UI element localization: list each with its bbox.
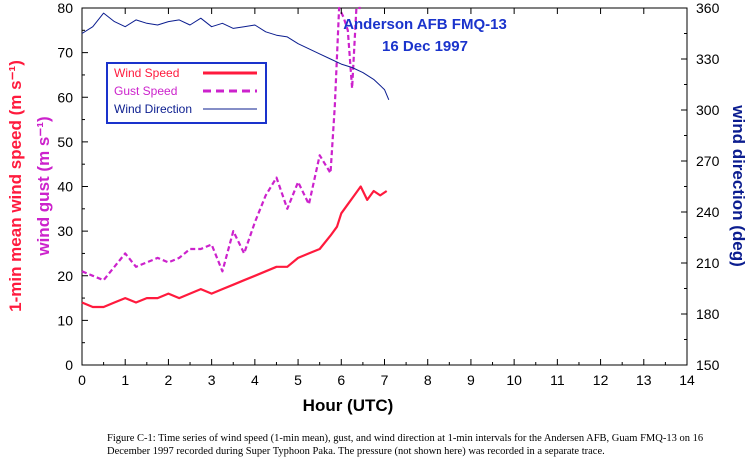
figure-caption: Figure C-1: Time series of wind speed (1… xyxy=(107,433,704,457)
x-tick-label: 4 xyxy=(251,372,259,388)
chart-subtitle: 16 Dec 1997 xyxy=(382,38,468,55)
y-left-tick-label: 20 xyxy=(57,268,73,284)
y-left-tick-label: 40 xyxy=(57,179,73,195)
x-tick-label: 3 xyxy=(208,372,216,388)
y-left-tick-label: 80 xyxy=(57,0,73,16)
x-tick-label: 13 xyxy=(636,372,652,388)
x-tick-label: 0 xyxy=(78,372,86,388)
x-tick-label: 8 xyxy=(424,372,432,388)
y-right-tick-label: 360 xyxy=(696,0,720,16)
y-right-tick-label: 210 xyxy=(696,255,720,271)
y-axis-title-right: wind direction (deg) xyxy=(729,104,748,267)
series-line-wind-speed xyxy=(81,185,388,309)
y-right-tick-label: 300 xyxy=(696,102,720,118)
x-tick-label: 2 xyxy=(165,372,173,388)
plot-frame xyxy=(81,7,688,366)
x-tick-label: 7 xyxy=(381,372,389,388)
y-left-tick-label: 50 xyxy=(57,134,73,150)
y-right-tick-label: 240 xyxy=(696,204,720,220)
y-left-tick-label: 60 xyxy=(57,89,73,105)
y-axis-title-primary: 1-min mean wind speed (m s⁻¹) xyxy=(6,60,25,312)
legend-label-wind-direction: Wind Direction xyxy=(114,102,192,116)
y-left-tick-label: 10 xyxy=(57,312,73,328)
x-tick-label: 14 xyxy=(679,372,695,388)
legend-label-gust-speed: Gust Speed xyxy=(114,84,177,98)
series-line-gust-speed xyxy=(81,6,361,282)
x-tick-label: 6 xyxy=(337,372,345,388)
x-tick-label: 12 xyxy=(593,372,609,388)
legend-label-wind-speed: Wind Speed xyxy=(114,66,179,80)
x-tick-label: 5 xyxy=(294,372,302,388)
y-right-tick-label: 330 xyxy=(696,51,720,67)
x-tick-label: 1 xyxy=(121,372,129,388)
y-right-tick-label: 270 xyxy=(696,153,720,169)
y-right-tick-label: 180 xyxy=(696,306,720,322)
x-tick-label: 10 xyxy=(506,372,522,388)
x-tick-label: 11 xyxy=(550,372,565,388)
y-left-tick-label: 0 xyxy=(65,357,73,373)
x-tick-label: 9 xyxy=(467,372,475,388)
chart-title: Anderson AFB FMQ-13 xyxy=(343,16,507,33)
wind-time-series-chart: 0 1 2 3 4 5 6 7 8 9 10 11 12 13 1401020304050607080150… xyxy=(6,0,748,415)
x-axis-title: Hour (UTC) xyxy=(303,396,394,415)
y-right-tick-label: 150 xyxy=(696,357,720,373)
series-line-wind-direction xyxy=(81,12,390,100)
legend: Wind Speed Gust Speed Wind Direction xyxy=(106,62,267,124)
y-axis-title-secondary: wind gust (m s⁻¹) xyxy=(34,116,53,256)
y-left-tick-label: 30 xyxy=(57,223,73,239)
y-left-tick-label: 70 xyxy=(57,45,73,61)
